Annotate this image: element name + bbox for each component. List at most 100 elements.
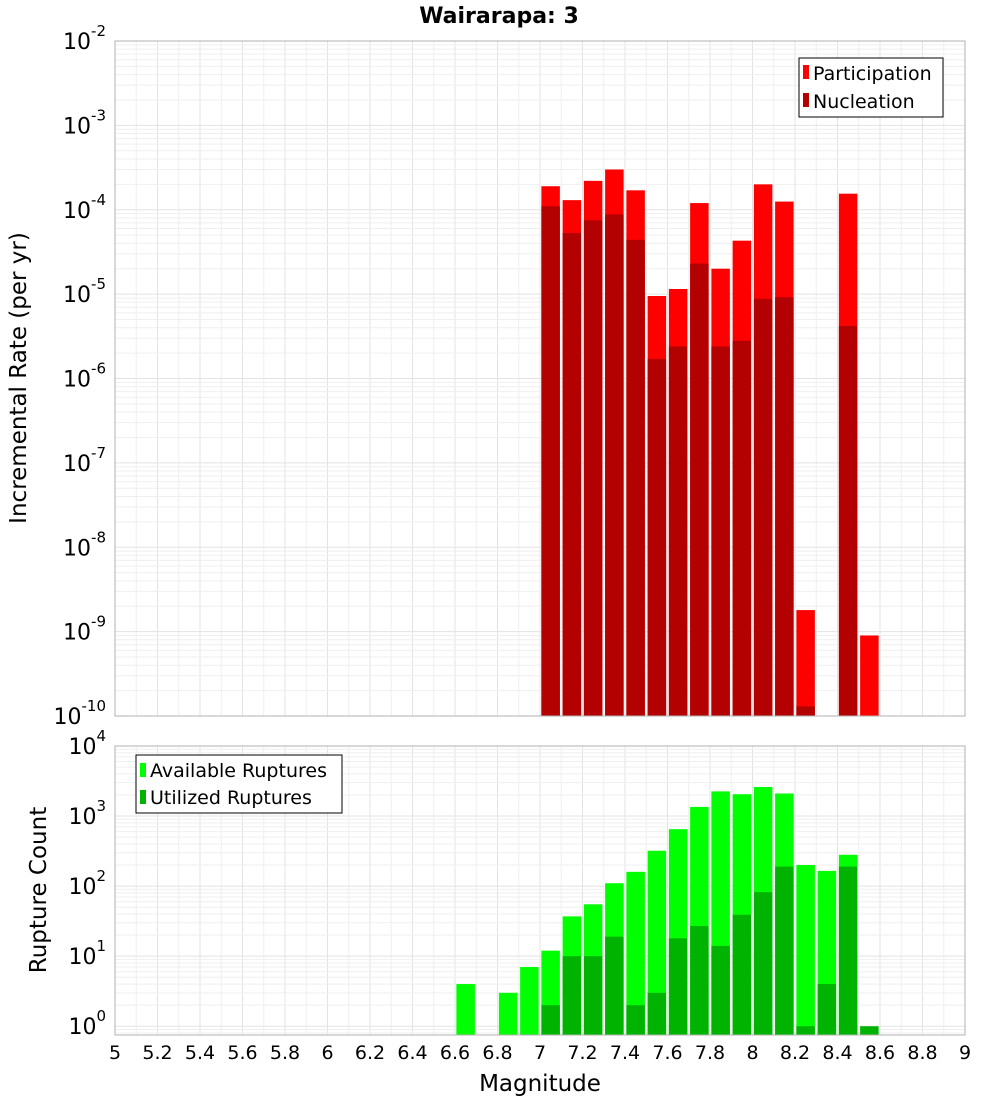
count-legend-box [135, 754, 343, 814]
nucleation-bar [605, 214, 624, 717]
utilized-bar [647, 992, 667, 1035]
y-tick-label: 10-10 [54, 697, 107, 730]
y-tick-label: 10-7 [63, 444, 106, 477]
available-bar [498, 992, 518, 1035]
nucleation-bar [753, 298, 773, 716]
y-tick-exponent: -2 [91, 22, 106, 40]
x-axis-title: Magnitude [479, 1071, 601, 1097]
legend-label-nucleation: Nucleation [813, 91, 915, 113]
x-tick-label: 9 [959, 1042, 971, 1064]
y-tick-exponent: -5 [91, 275, 106, 293]
nucleation-bar [668, 346, 688, 716]
nucleation-bar [626, 239, 645, 716]
y-tick-base: 10 [63, 368, 91, 393]
y-tick-label: 102 [68, 867, 106, 900]
nucleation-bar [775, 297, 794, 716]
x-tick-label: 5.6 [227, 1042, 257, 1064]
x-tick-label: 7.8 [695, 1042, 725, 1064]
x-tick-label: 6.8 [482, 1042, 512, 1064]
nucleation-bar [583, 220, 603, 717]
y-tick-label: 103 [68, 797, 106, 830]
rate-gridlines [114, 40, 966, 717]
legend-swatch-utilized [140, 790, 146, 804]
y-tick-base: 10 [68, 735, 96, 760]
count-y-axis-title: Rupture Count [26, 807, 52, 973]
y-tick-label: 10-5 [63, 275, 106, 308]
utilized-bar [860, 1026, 879, 1035]
y-tick-base: 10 [63, 30, 91, 55]
y-tick-exponent: -8 [91, 528, 106, 546]
y-tick-exponent: -4 [91, 191, 106, 209]
utilized-bar [605, 936, 624, 1035]
rate-legend: Participation Nucleation [798, 57, 944, 118]
y-tick-label: 10-8 [63, 528, 106, 561]
x-tick-label: 7 [534, 1042, 546, 1064]
available-bar [626, 871, 645, 1035]
utilized-bar [562, 956, 582, 1035]
x-tick-label: 6 [321, 1042, 333, 1064]
available-bar [520, 967, 539, 1035]
legend-label-participation: Participation [813, 63, 932, 85]
participation-bar [796, 610, 815, 716]
x-tick-label: 5.8 [270, 1042, 300, 1064]
y-tick-exponent: -3 [91, 106, 106, 124]
nucleation-bar [541, 206, 560, 716]
y-tick-exponent: -6 [91, 360, 106, 378]
x-tick-label: 5.4 [185, 1042, 215, 1064]
y-tick-label: 104 [68, 727, 106, 760]
nucleation-bar [562, 233, 582, 716]
legend-swatch-nucleation [803, 93, 809, 107]
nucleation-bar [732, 340, 752, 716]
y-tick-exponent: 4 [96, 727, 106, 745]
x-tick-label: 5.2 [142, 1042, 172, 1064]
y-tick-label: 10-3 [63, 106, 106, 139]
y-tick-exponent: -7 [91, 444, 106, 462]
y-tick-base: 10 [63, 114, 91, 139]
legend-swatch-available [140, 763, 146, 777]
x-tick-label: 8.2 [780, 1042, 810, 1064]
chart-title: Wairarapa: 3 [419, 4, 579, 29]
legend-swatch-participation [803, 65, 809, 79]
y-tick-base: 10 [68, 1015, 96, 1040]
utilized-bars [541, 866, 879, 1035]
rate-plot-frame [114, 40, 966, 717]
y-tick-exponent: 1 [96, 937, 106, 955]
y-tick-label: 10-6 [63, 360, 106, 393]
y-tick-exponent: 2 [96, 867, 106, 885]
y-tick-base: 10 [63, 452, 91, 477]
y-tick-label: 100 [68, 1007, 106, 1040]
utilized-bar [753, 892, 773, 1035]
x-tick-label: 7.4 [610, 1042, 640, 1064]
y-tick-label: 10-4 [63, 191, 106, 224]
utilized-bar [626, 1005, 645, 1035]
nucleation-bar [647, 359, 667, 716]
utilized-bar [583, 956, 603, 1035]
y-tick-label: 10-9 [63, 613, 106, 646]
nucleation-bar [690, 263, 709, 716]
x-tick-label: 6.4 [397, 1042, 427, 1064]
legend-label-utilized: Utilized Ruptures [150, 787, 312, 809]
available-bar [456, 984, 475, 1035]
utilized-bar [796, 1026, 815, 1035]
count-plot-frame [114, 745, 966, 1036]
utilized-bar [690, 925, 709, 1035]
x-tick-labels: 5 5.2 5.4 5.6 5.8 6 6.2 6.4 6.6 6.8 7 7.2 7.4 7.6 7.8 8… [109, 1042, 971, 1064]
y-tick-base: 10 [63, 536, 91, 561]
rate-y-axis-title: Incremental Rate (per yr) [6, 232, 32, 524]
rate-legend-box [798, 57, 944, 118]
y-tick-base: 10 [63, 283, 91, 308]
x-tick-label: 7.6 [652, 1042, 682, 1064]
utilized-bar [541, 1005, 560, 1035]
utilized-bar [817, 984, 837, 1035]
y-tick-label: 10-2 [63, 22, 106, 55]
nucleation-bar [796, 706, 815, 716]
participation-bar [860, 635, 879, 716]
y-tick-base: 10 [68, 805, 96, 830]
x-tick-label: 8.6 [865, 1042, 895, 1064]
nucleation-bar [711, 346, 730, 716]
y-tick-exponent: 3 [96, 797, 106, 815]
